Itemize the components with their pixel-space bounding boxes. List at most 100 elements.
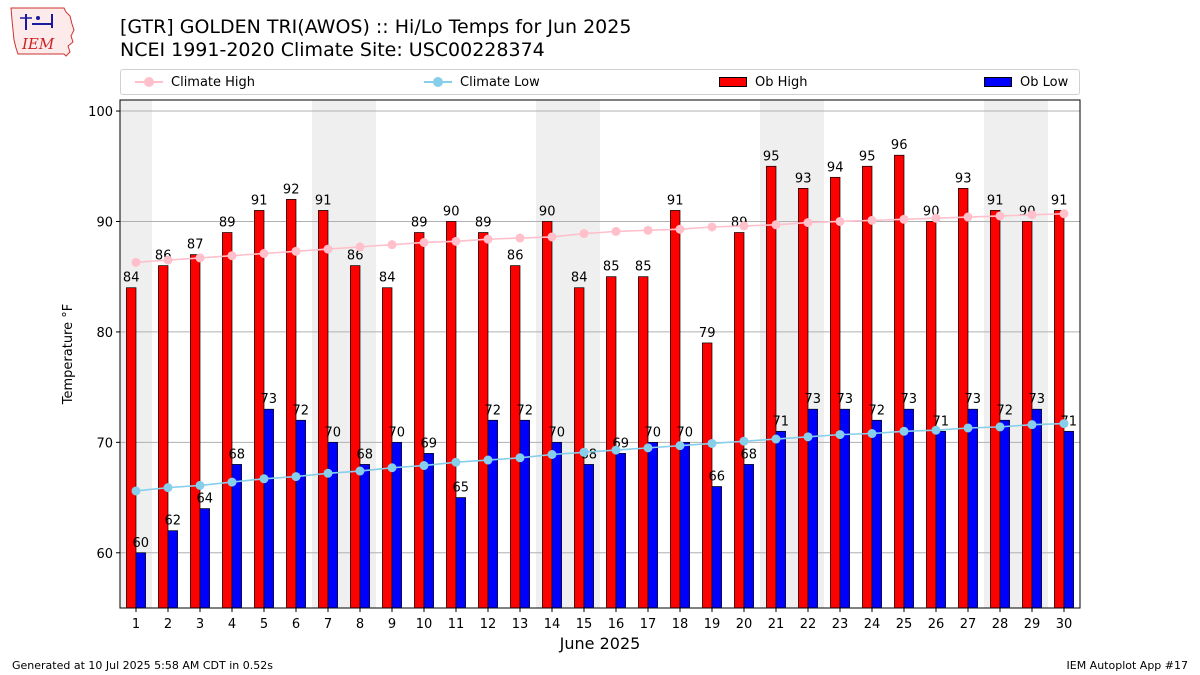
ob-low-bar [167,530,178,609]
climate-low-point [867,429,877,439]
ob-low-bar [679,441,690,609]
ob-low-bar [615,453,626,609]
ob-low-bar [327,441,338,609]
climate-low-point [707,438,717,448]
ob-low-bar [903,408,914,609]
climate-high-point [579,229,589,239]
ob-high-label: 89 [411,216,428,231]
climate-low-point [131,486,141,496]
climate-low-point [1059,419,1069,429]
ob-low-bar [551,441,562,609]
ob-low-bar [519,419,530,609]
ob-low-bar [647,441,658,609]
x-tick-label: 4 [228,617,236,632]
ob-high-label: 86 [347,249,364,264]
ob-low-label: 73 [261,392,278,407]
climate-high-point [867,215,877,225]
ob-high-label: 91 [667,193,684,208]
climate-low-line [135,422,1065,492]
legend-label: Ob High [755,74,808,90]
ob-low-bar [999,419,1010,609]
ob-low-label: 70 [389,425,406,440]
climate-low-point [1027,420,1037,430]
ob-low-bar [967,408,978,609]
ob-high-bar [318,210,329,609]
ob-low-label: 69 [421,436,438,451]
y-axis-label: Temperature °F [61,304,76,405]
climate-high-point [963,212,973,222]
climate-low-point [899,426,909,436]
climate-low-point [835,430,845,440]
climate-high-point [419,237,429,247]
climate-high-line [135,212,1065,264]
climate-high-point [355,242,365,252]
x-tick-label: 9 [388,617,396,632]
x-tick-label: 16 [608,617,625,632]
ob-high-label: 91 [1051,193,1068,208]
ob-low-label: 72 [485,403,502,418]
climate-high-point [515,233,525,243]
ob-low-label: 68 [357,447,374,462]
climate-high-point [707,222,717,232]
ob-high-label: 91 [251,193,268,208]
ob-low-label: 68 [741,447,758,462]
legend-label: Climate High [171,74,256,90]
ob-high-bar [1054,210,1065,609]
x-tick-label: 17 [640,617,657,632]
ob-low-label: 73 [1029,392,1046,407]
ob-low-bar [263,408,274,609]
legend-swatch [719,77,747,87]
ob-high-bar [638,276,649,609]
x-tick-label: 27 [960,617,977,632]
ob-high-bar [446,221,457,609]
climate-low-point [291,472,301,482]
climate-low-point [547,449,557,459]
climate-high-point [931,213,941,223]
ob-low-label: 72 [293,403,310,418]
ob-high-bar [1022,221,1033,609]
ob-low-bar [871,419,882,609]
legend-item-ob-low: Ob Low [984,74,1068,90]
ob-low-bar [583,464,594,609]
logo-text: IEM [21,35,55,53]
x-tick-label: 30 [1056,617,1073,632]
x-tick-label: 14 [544,617,561,632]
y-tick-label: 60 [96,547,113,562]
x-tick-label: 12 [480,617,497,632]
ob-low-label: 73 [837,392,854,407]
climate-low-point [387,463,397,473]
climate-low-point [643,443,653,453]
ob-high-label: 92 [283,182,300,197]
ob-low-bar [199,508,210,609]
climate-high-point [291,246,301,256]
ob-high-label: 91 [987,193,1004,208]
legend-item-climate-high: Climate High [135,74,255,90]
climate-low-point [323,468,333,478]
ob-high-bar [510,265,521,609]
x-tick-label: 13 [512,617,529,632]
ob-high-label: 96 [891,138,908,153]
ob-low-bar [455,497,466,609]
climate-low-point [995,422,1005,432]
ob-high-label: 90 [443,204,460,219]
climate-high-point [835,216,845,226]
climate-high-point [643,225,653,235]
climate-high-point [995,211,1005,221]
legend-item-ob-high: Ob High [719,74,808,90]
climate-high-point [451,236,461,246]
x-tick-label: 11 [448,617,465,632]
ob-high-label: 84 [379,271,396,286]
ob-low-bar [135,552,146,609]
ob-high-bar [414,232,425,609]
climate-low-point [675,441,685,451]
chart-title: [GTR] GOLDEN TRI(AWOS) :: Hi/Lo Temps fo… [120,16,632,38]
ob-high-bar [670,210,681,609]
x-axis-label: June 2025 [559,634,641,653]
ob-high-label: 84 [123,271,140,286]
ob-high-label: 85 [603,260,620,275]
ob-high-bar [158,265,169,609]
climate-low-point [739,436,749,446]
x-tick-label: 7 [324,617,332,632]
ob-low-label: 70 [549,425,566,440]
